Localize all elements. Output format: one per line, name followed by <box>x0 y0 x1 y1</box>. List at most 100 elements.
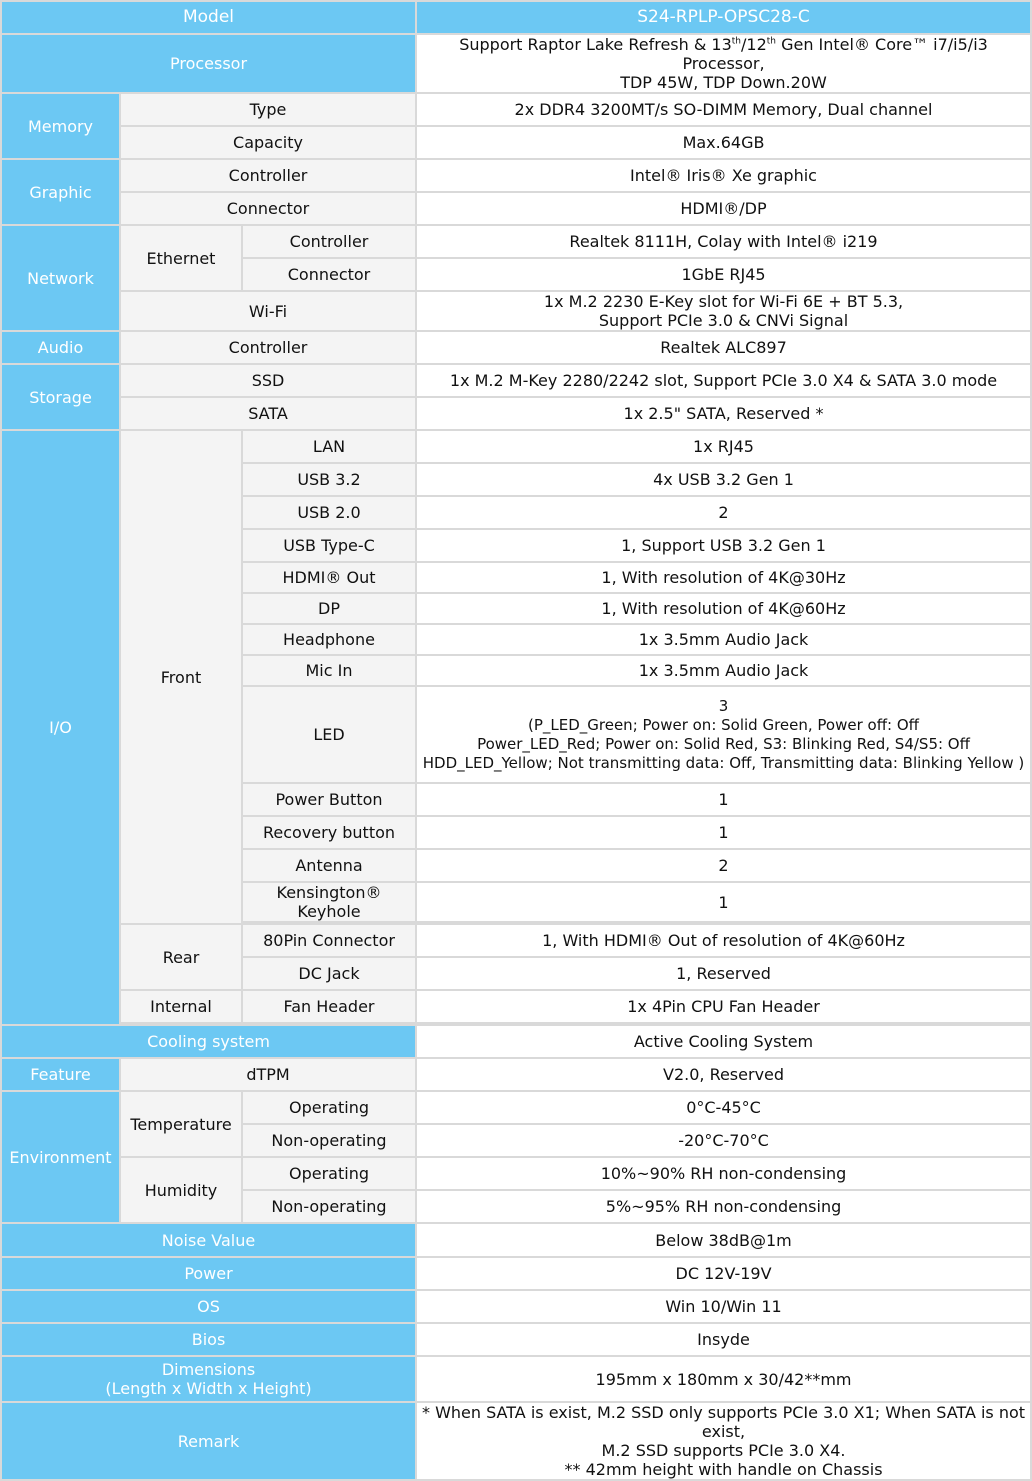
row-io-antenna: Antenna 2 <box>1 848 1032 883</box>
row-io-filler <box>1 1022 1032 1026</box>
row-cooling: Cooling system Active Cooling System <box>0 1024 1032 1059</box>
io-filler-cell <box>118 1022 418 1026</box>
memory-capacity-label: Capacity <box>118 125 418 160</box>
noise-label: Noise Value <box>0 1222 418 1258</box>
eth-controller-label: Controller <box>240 224 418 259</box>
row-remark: Remark * When SATA is exist, M.2 SSD onl… <box>0 1401 1032 1481</box>
io-front-label: Mic In <box>240 654 418 687</box>
power-value: DC 12V-19V <box>415 1256 1032 1291</box>
fan-header-value: 1x 4Pin CPU Fan Header <box>415 989 1032 1024</box>
fan-header-label: Fan Header <box>240 989 418 1024</box>
io-front-label: Power Button <box>240 782 418 817</box>
io-front-value: 1 <box>415 815 1032 850</box>
row-network-eth-connector: Connector 1GbE RJ45 <box>1 257 1032 292</box>
processor-label: Processor <box>0 33 418 94</box>
led-line3: Power_LED_Red; Power on: Solid Red, S3: … <box>477 734 970 753</box>
dimensions-label-line2: (Length x Width x Height) <box>105 1379 312 1398</box>
row-env-hum-op: Humidity Operating 10%~90% RH non-conden… <box>1 1156 1032 1224</box>
io-front-label: HDMI® Out <box>240 561 418 594</box>
io-front-value: 1, Support USB 3.2 Gen 1 <box>415 528 1032 563</box>
io-front-label: DP <box>240 592 418 625</box>
processor-line1-post: Gen Intel® Core™ i7/i5/i3 Processor, <box>682 35 988 73</box>
power-label: Power <box>0 1256 418 1291</box>
audio-label: Audio <box>0 330 121 365</box>
eth-connector-value: 1GbE RJ45 <box>415 257 1032 292</box>
eth-controller-value: Realtek 8111H, Colay with Intel® i219 <box>415 224 1032 259</box>
dimensions-label: Dimensions (Length x Width x Height) <box>0 1355 418 1403</box>
row-io-usb32: USB 3.2 4x USB 3.2 Gen 1 <box>1 462 1032 497</box>
io-front-label: Antenna <box>240 848 418 883</box>
io-rear-label: DC Jack <box>240 956 418 991</box>
row-io-front-filler <box>1 921 1032 925</box>
io-rear-label: 80Pin Connector <box>240 923 418 958</box>
row-io-power-button: Power Button 1 <box>1 782 1032 817</box>
graphic-controller-value: Intel® Iris® Xe graphic <box>415 158 1032 193</box>
remark-line2: M.2 SSD supports PCIe 3.0 X4. <box>601 1441 846 1460</box>
row-dimensions: Dimensions (Length x Width x Height) 195… <box>0 1355 1032 1403</box>
io-rear-value: 1, Reserved <box>415 956 1032 991</box>
graphic-connector-value: HDMI®/DP <box>415 191 1032 226</box>
rear-label: Rear <box>119 923 243 991</box>
row-io-80pin: Rear 80Pin Connector 1, With HDMI® Out o… <box>1 923 1032 991</box>
row-io-led: LED 3 (P_LED_Green; Power on: Solid Gree… <box>1 685 1032 784</box>
led-line4: HDD_LED_Yellow; Not transmitting data: O… <box>422 753 1025 772</box>
processor-sup1: th <box>731 36 741 47</box>
io-front-label: USB Type-C <box>240 528 418 563</box>
processor-line1: Support Raptor Lake Refresh & 13th/12th … <box>421 35 1026 73</box>
led-label: LED <box>240 685 418 784</box>
row-io-recovery-button: Recovery button 1 <box>1 815 1032 850</box>
remark-label: Remark <box>0 1401 418 1481</box>
ssd-label: SSD <box>118 363 418 398</box>
wifi-line1: 1x M.2 2230 E-Key slot for Wi-Fi 6E + BT… <box>543 292 904 311</box>
row-io-usb20: USB 2.0 2 <box>1 495 1032 530</box>
row-io-dp: DP 1, With resolution of 4K@60Hz <box>1 592 1032 625</box>
remark-line3: ** 42mm height with handle on Chassis <box>564 1460 883 1479</box>
graphic-controller-label: Controller <box>118 158 418 193</box>
io-front-value: 1, With resolution of 4K@60Hz <box>415 592 1032 625</box>
row-io-hdmi: HDMI® Out 1, With resolution of 4K@30Hz <box>1 561 1032 594</box>
row-io-lan: I/O Front LAN 1x RJ45 <box>0 429 1032 1026</box>
wifi-value: 1x M.2 2230 E-Key slot for Wi-Fi 6E + BT… <box>415 290 1032 332</box>
io-front-label: USB 2.0 <box>240 495 418 530</box>
io-front-label: USB 3.2 <box>240 462 418 497</box>
sata-value: 1x 2.5" SATA, Reserved * <box>415 396 1032 431</box>
temp-nonoperating-value: -20°C-70°C <box>415 1123 1032 1158</box>
remark-line1: * When SATA is exist, M.2 SSD only suppo… <box>421 1403 1026 1441</box>
io-front-value: 1x 3.5mm Audio Jack <box>415 654 1032 687</box>
dimensions-value: 195mm x 180mm x 30/42**mm <box>415 1355 1032 1403</box>
audio-controller-label: Controller <box>118 330 418 365</box>
row-memory-type: Memory Type 2x DDR4 3200MT/s SO-DIMM Mem… <box>0 92 1032 160</box>
hum-operating-label: Operating <box>240 1156 418 1191</box>
io-rear-value: 1, With HDMI® Out of resolution of 4K@60… <box>415 923 1032 958</box>
temperature-label: Temperature <box>119 1090 243 1158</box>
os-label: OS <box>0 1289 418 1324</box>
io-front-label: Kensington® Keyhole <box>240 881 418 923</box>
row-power: Power DC 12V-19V <box>0 1256 1032 1291</box>
hum-nonoperating-label: Non-operating <box>240 1189 418 1224</box>
humidity-label: Humidity <box>119 1156 243 1224</box>
processor-line1-pre: Support Raptor Lake Refresh & 13 <box>459 35 732 54</box>
hum-operating-value: 10%~90% RH non-condensing <box>415 1156 1032 1191</box>
wifi-line2: Support PCIe 3.0 & CNVi Signal <box>598 311 849 330</box>
ssd-value: 1x M.2 M-Key 2280/2242 slot, Support PCI… <box>415 363 1032 398</box>
remark-value: * When SATA is exist, M.2 SSD only suppo… <box>415 1401 1032 1481</box>
memory-label: Memory <box>0 92 121 160</box>
row-network-eth-controller: Network Ethernet Controller Realtek 8111… <box>0 224 1032 332</box>
row-network-wifi: Wi-Fi 1x M.2 2230 E-Key slot for Wi-Fi 6… <box>1 290 1032 332</box>
row-io-mic: Mic In 1x 3.5mm Audio Jack <box>1 654 1032 687</box>
graphic-label: Graphic <box>0 158 121 226</box>
row-io-headphone: Headphone 1x 3.5mm Audio Jack <box>1 623 1032 656</box>
model-value: S24-RPLP-OPSC28-C <box>415 0 1032 35</box>
io-front-filler-cell <box>240 921 418 925</box>
graphic-connector-label: Connector <box>118 191 418 226</box>
row-feature: Feature dTPM V2.0, Reserved <box>0 1057 1032 1092</box>
io-label: I/O <box>0 429 121 1026</box>
row-storage-ssd: Storage SSD 1x M.2 M-Key 2280/2242 slot,… <box>0 363 1032 431</box>
processor-sup2: th <box>766 36 776 47</box>
row-graphic-controller: Graphic Controller Intel® Iris® Xe graph… <box>0 158 1032 226</box>
cooling-label: Cooling system <box>0 1024 418 1059</box>
led-line1: 3 <box>718 696 729 715</box>
temp-operating-label: Operating <box>240 1090 418 1125</box>
io-front-label: Recovery button <box>240 815 418 850</box>
